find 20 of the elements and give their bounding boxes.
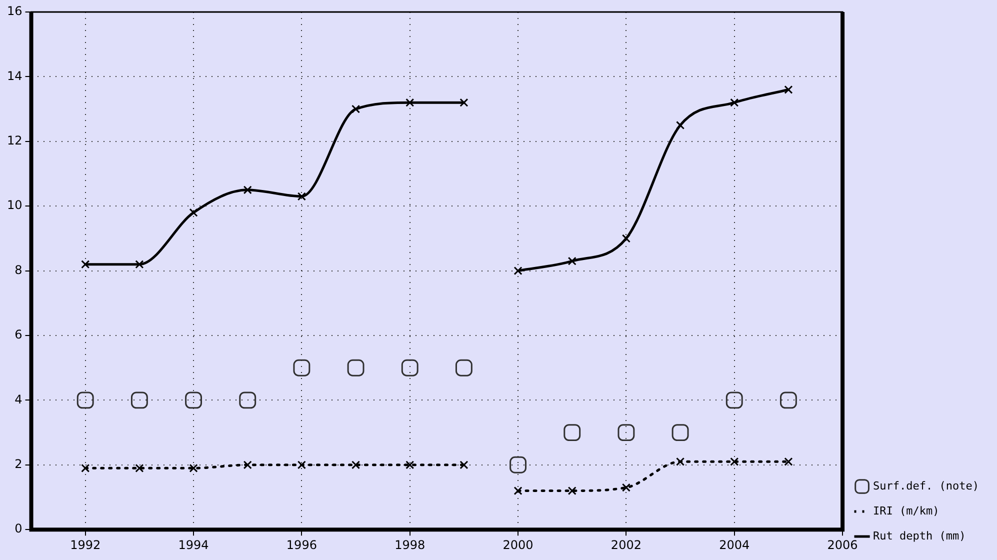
y-tick-label: 12 (6, 134, 22, 148)
x-tick-label: 1994 (178, 538, 209, 552)
y-tick-label: 10 (6, 198, 22, 212)
x-tick-label: 2000 (502, 538, 534, 552)
x-tick-label: 2006 (827, 538, 858, 552)
y-tick-label: 6 (14, 328, 22, 342)
x-tick-label: 1996 (286, 538, 317, 552)
x-tick-label: 1998 (394, 538, 426, 552)
y-tick-label: 16 (6, 4, 22, 18)
y-tick-label: 2 (14, 457, 22, 472)
y-tick-label: 0 (14, 522, 22, 536)
legend-label: IRI (m/km) (873, 504, 940, 518)
legend-label: Surf.def. (note) (873, 479, 980, 492)
y-tick-label: 14 (6, 68, 22, 83)
y-tick-label: 4 (14, 392, 22, 406)
y-tick-label: 8 (14, 262, 22, 277)
x-tick-label: 2004 (719, 538, 750, 552)
legend-label: Rut depth (mm) (873, 529, 966, 542)
x-tick-label: 1992 (70, 538, 101, 552)
x-tick-label: 2002 (610, 538, 642, 552)
